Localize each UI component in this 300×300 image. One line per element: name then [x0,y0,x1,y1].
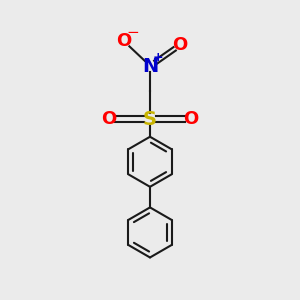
Text: −: − [126,25,139,40]
Text: O: O [184,110,199,128]
Text: S: S [143,110,157,129]
Text: +: + [153,51,164,64]
Text: O: O [116,32,131,50]
Text: N: N [142,57,158,76]
Text: O: O [101,110,116,128]
Text: O: O [172,37,187,55]
